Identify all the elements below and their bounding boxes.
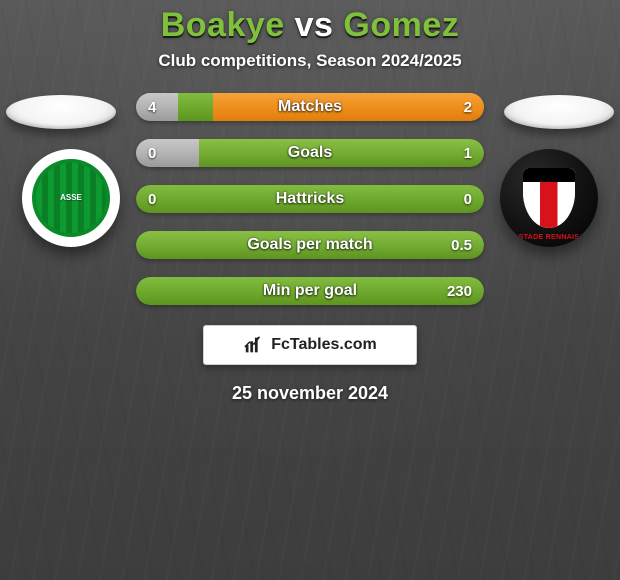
subtitle: Club competitions, Season 2024/2025 bbox=[0, 51, 620, 71]
brand-text: FcTables.com bbox=[271, 336, 377, 354]
infographic-root: Boakye vs Gomez Club competitions, Seaso… bbox=[0, 0, 620, 580]
stat-row: 230Min per goal bbox=[136, 277, 484, 305]
date-text: 25 november 2024 bbox=[0, 383, 620, 404]
vs-text: vs bbox=[295, 6, 334, 44]
player2-disc bbox=[504, 95, 614, 129]
stat-row: 0.5Goals per match bbox=[136, 231, 484, 259]
player1-disc bbox=[6, 95, 116, 129]
stat-row: 01Goals bbox=[136, 139, 484, 167]
stat-row: 00Hattricks bbox=[136, 185, 484, 213]
stat-row: 42Matches bbox=[136, 93, 484, 121]
club-badge-left-text: ASSE bbox=[60, 194, 82, 202]
stat-label: Min per goal bbox=[136, 277, 484, 305]
stat-bars: 42Matches 01Goals 00Hattricks 0.5Goals per … bbox=[136, 93, 484, 305]
player1-name: Boakye bbox=[161, 6, 285, 44]
chart-icon bbox=[243, 334, 265, 356]
stat-label: Goals bbox=[136, 139, 484, 167]
comparison-area: ★ ASSE STADE RENNAIS 42Matches 01Goals 00H… bbox=[0, 93, 620, 404]
brand-badge: FcTables.com bbox=[203, 325, 417, 365]
stat-label: Hattricks bbox=[136, 185, 484, 213]
club-badge-right: STADE RENNAIS bbox=[500, 149, 598, 247]
star-icon: ★ bbox=[65, 149, 78, 152]
stat-label: Matches bbox=[136, 93, 484, 121]
club-badge-left: ★ ASSE bbox=[22, 149, 120, 247]
stat-label: Goals per match bbox=[136, 231, 484, 259]
club-badge-right-text: STADE RENNAIS bbox=[500, 234, 598, 241]
player2-name: Gomez bbox=[343, 6, 459, 44]
page-title: Boakye vs Gomez bbox=[0, 0, 620, 45]
